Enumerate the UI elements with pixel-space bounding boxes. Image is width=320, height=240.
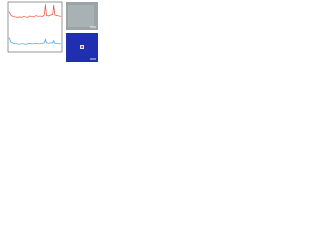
plot-frame	[7, 1, 63, 53]
map-panel	[66, 33, 98, 62]
series-line	[8, 37, 61, 45]
series-line	[8, 4, 62, 18]
micrograph-texture	[68, 5, 94, 27]
figure	[7, 1, 98, 62]
micrograph-panel	[66, 2, 98, 30]
map-hotspot-center	[81, 46, 83, 48]
